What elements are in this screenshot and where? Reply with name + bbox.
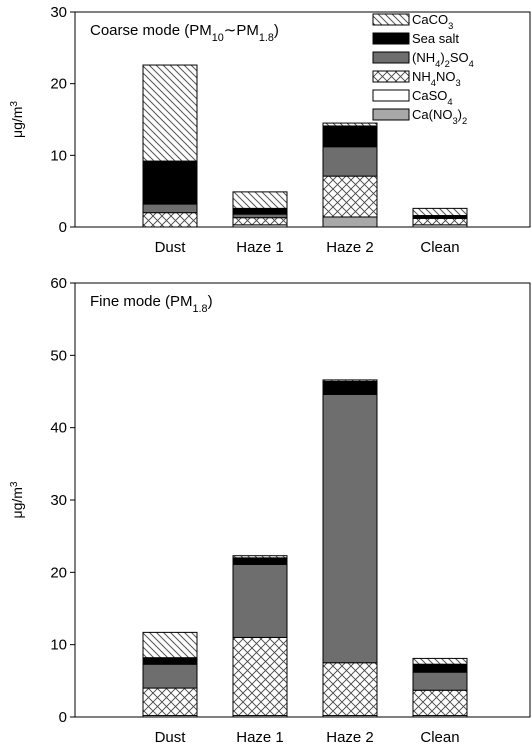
legend-swatch--nh4-2so4 [372, 51, 410, 64]
bar-haze-2-caco3 [322, 379, 378, 382]
legend-swatch-caso4 [372, 89, 410, 102]
legend-label: Ca(NO3)2 [412, 107, 467, 126]
bar-haze-1--nh4-2so4 [232, 563, 288, 638]
y-tick-label: 20 [50, 76, 67, 93]
bar-clean-caco3 [412, 207, 468, 217]
fine-mode-panel: 0 10 20 30 40 50 60 μg/m3 Fine mode (PM1.8) Dust H… [9, 275, 531, 746]
bar-dust--nh4-2so4 [142, 663, 198, 689]
bar-dust-sea-salt [142, 160, 198, 205]
x-tick-label: Dust [155, 239, 187, 256]
bar-clean--nh4-2so4 [412, 671, 468, 691]
bar-clean-caco3 [412, 657, 468, 665]
bar-dust-nh4no3 [142, 687, 198, 717]
bar-haze-2-ca-no3-2 [322, 216, 378, 228]
legend-swatch-nh4no3 [372, 70, 410, 83]
bar-haze-2-nh4no3 [322, 662, 378, 717]
y-axis-label: μg/m3 [9, 481, 26, 518]
x-tick-label: Dust [155, 729, 187, 746]
bar-haze-1-caco3 [232, 191, 288, 209]
x-tick-label: Haze 1 [236, 239, 284, 256]
bar-clean-nh4no3 [412, 689, 468, 717]
x-tick-label: Clean [420, 239, 459, 256]
bar-dust-caco3 [142, 64, 198, 162]
y-tick-label: 0 [59, 219, 67, 236]
panel-title: Fine mode (PM1.8) [90, 293, 213, 315]
x-tick-label: Haze 2 [326, 239, 374, 256]
bar-haze-2--nh4-2so4 [322, 146, 378, 177]
bar-clean-sea-salt [412, 663, 468, 673]
bar-haze-2-caco3 [322, 122, 378, 127]
legend-label: Sea salt [412, 31, 459, 46]
y-tick-label: 20 [50, 564, 67, 581]
y-tick-label: 30 [50, 492, 67, 509]
legend-swatch-ca-no3-2 [372, 108, 410, 121]
bar-haze-1-sea-salt [232, 207, 288, 215]
bar-haze-2--nh4-2so4 [322, 393, 378, 664]
legend-swatch-sea-salt [372, 32, 410, 45]
bar-haze-2-sea-salt [322, 380, 378, 395]
y-axis-label: μg/m3 [9, 101, 26, 138]
plot-frame [74, 11, 531, 228]
legend-label: (NH4)2SO4 [412, 50, 474, 69]
legend-label: NH4NO3 [412, 69, 461, 88]
bar-dust-sea-salt [142, 657, 198, 665]
bar-haze-1-nh4no3 [232, 217, 288, 226]
bar-haze-1--nh4-2so4 [232, 213, 288, 219]
y-tick-label: 10 [50, 637, 67, 654]
x-tick-label: Haze 1 [236, 729, 284, 746]
legend-label: CaSO4 [412, 88, 453, 107]
bar-dust--nh4-2so4 [142, 203, 198, 214]
x-tick-label: Haze 2 [326, 729, 374, 746]
y-tick-label: 30 [50, 4, 67, 21]
bar-haze-2-nh4no3 [322, 175, 378, 218]
legend-label: CaCO3 [412, 12, 453, 31]
bar-clean-nh4no3 [412, 217, 468, 226]
bar-haze-1-caco3 [232, 555, 288, 559]
y-tick-label: 10 [50, 147, 67, 164]
bar-dust-caco3 [142, 631, 198, 659]
y-tick-label: 0 [59, 709, 67, 726]
bar-haze-1-sea-salt [232, 557, 288, 565]
bar-haze-2-sea-salt [322, 125, 378, 148]
bar-dust-nh4no3 [142, 212, 198, 228]
y-tick-label: 60 [50, 275, 67, 292]
legend-swatch-caco3 [372, 13, 410, 26]
y-tick-label: 40 [50, 420, 67, 437]
panel-title: Coarse mode (PM10∼PM1.8) [90, 22, 279, 44]
y-tick-label: 50 [50, 347, 67, 364]
x-tick-label: Clean [420, 729, 459, 746]
bar-haze-1-nh4no3 [232, 636, 288, 717]
coarse-mode-panel: 0 10 20 30 μg/m3 Coarse mode (PM10∼PM1.8) Dust… [9, 4, 531, 256]
